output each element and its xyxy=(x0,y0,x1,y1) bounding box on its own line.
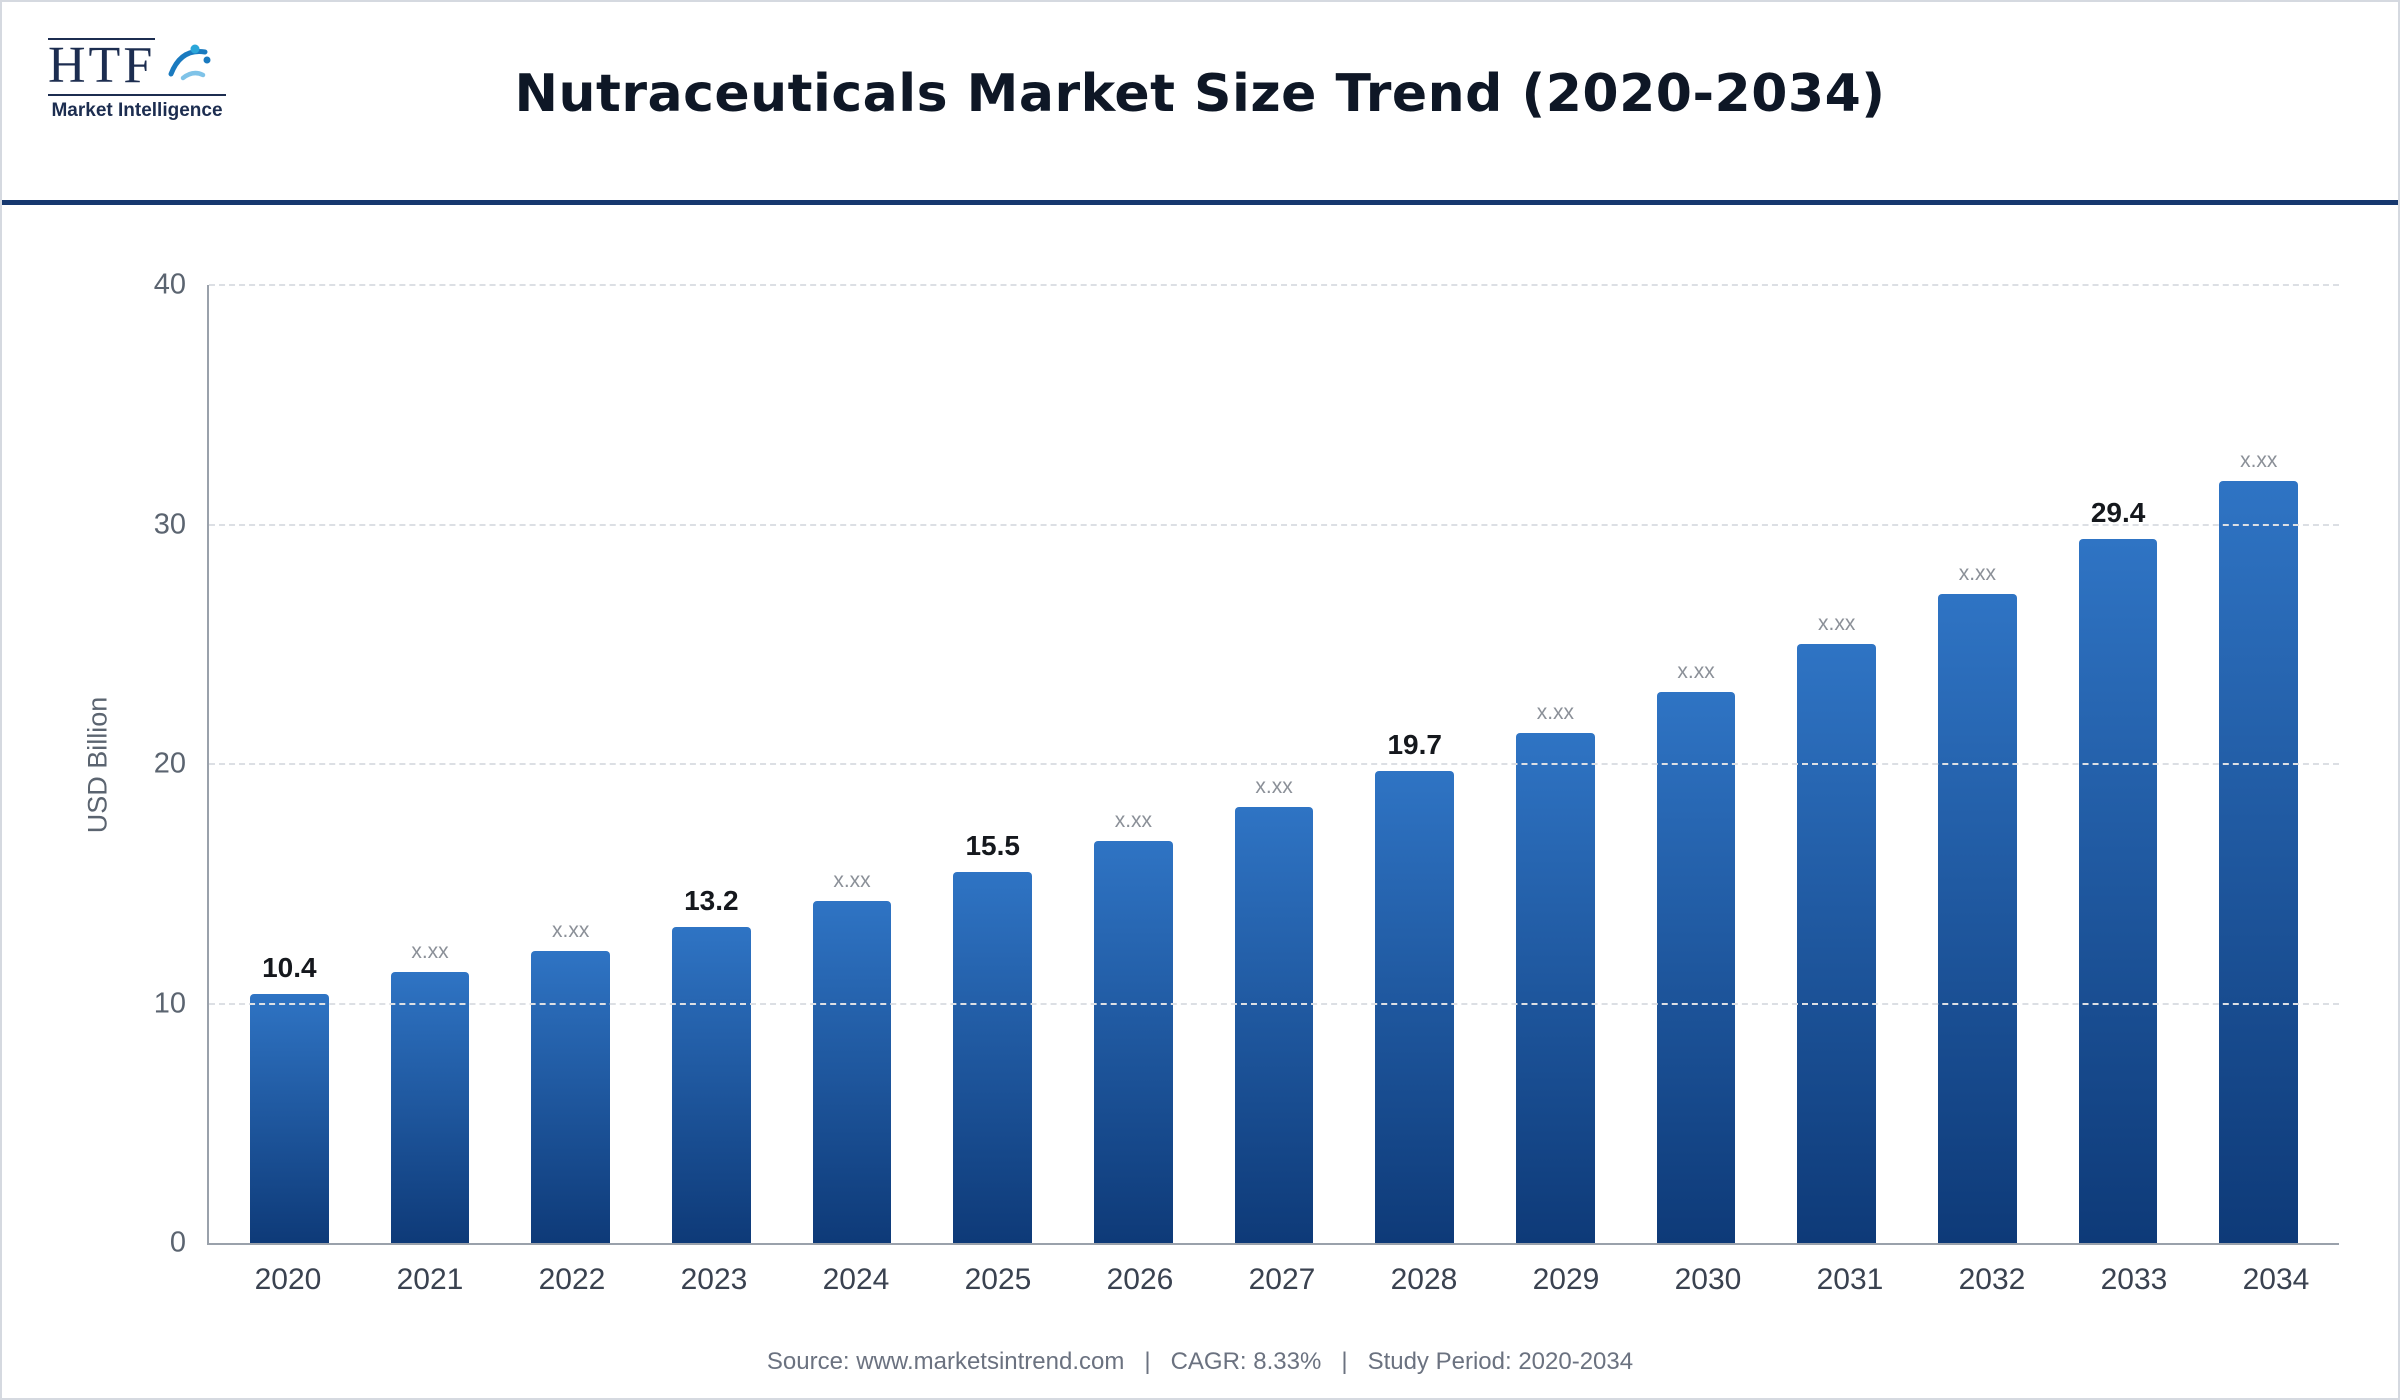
x-axis-label: 2032 xyxy=(1958,1263,2026,1296)
page-title: Nutraceuticals Market Size Trend (2020-2… xyxy=(514,64,1886,124)
x-axis-label: 2022 xyxy=(538,1263,606,1296)
bar-slot: 13.2 xyxy=(641,285,782,1243)
bar-chart: USD Billion 10.4 x.xx x.xx 13.2 x.xx 15.5 x.xx… xyxy=(2,205,2398,1398)
bar-slot: x.xx xyxy=(1485,285,1626,1243)
bar-value-masked: x.xx xyxy=(1536,700,1575,724)
bar-value: 10.4 xyxy=(262,951,317,983)
y-axis-tick-label: 20 xyxy=(153,747,186,780)
bar-2031 xyxy=(1797,644,1877,1243)
bar-2029 xyxy=(1516,732,1595,1243)
htf-logo: HTF Market Intelligence xyxy=(48,38,308,122)
bar-value-masked: x.xx xyxy=(2240,449,2278,473)
bar-value-masked: x.xx xyxy=(1958,561,1997,585)
bar-slot: 10.4 xyxy=(219,285,360,1243)
x-axis-label: 2030 xyxy=(1674,1263,1742,1296)
plot-area: 10.4 x.xx x.xx 13.2 x.xx 15.5 x.xx x.xx 19.7 x.xx… xyxy=(154,269,2339,1259)
footer: Source: www.marketsintrend.com | CAGR: 8… xyxy=(2,1348,2398,1376)
bar-2030 xyxy=(1656,692,1736,1243)
bar-2026 xyxy=(1093,840,1173,1243)
htf-logo-icon xyxy=(168,44,211,81)
bar-2020 xyxy=(249,993,329,1243)
gridline xyxy=(209,1002,2339,1005)
bar-slot: x.xx xyxy=(360,285,501,1243)
footer-source: Source: www.marketsintrend.com xyxy=(766,1348,1125,1375)
bar-2024 xyxy=(812,900,892,1243)
bar-slot: 19.7 xyxy=(1344,285,1485,1243)
y-axis-tick-label: 0 xyxy=(169,1226,186,1259)
logo-brand-text: HTF xyxy=(48,37,156,94)
bar-2034 xyxy=(2219,481,2299,1243)
x-axis-label: 2034 xyxy=(2242,1263,2310,1296)
bar-value: 19.7 xyxy=(1387,729,1442,761)
bar-2033 xyxy=(2078,538,2158,1243)
bar-slot: 29.4 xyxy=(2048,285,2189,1243)
x-axis-label: 2025 xyxy=(964,1263,1032,1296)
bar-slot: x.xx xyxy=(1204,285,1345,1243)
bar-2023 xyxy=(671,926,751,1243)
y-axis-tick-label: 10 xyxy=(153,987,186,1019)
x-axis-label: 2031 xyxy=(1816,1263,1884,1296)
logo-subtitle: Market Intelligence xyxy=(48,94,226,122)
footer-period: Study Period: 2020-2034 xyxy=(1367,1348,1634,1375)
footer-cagr: CAGR: 8.33% xyxy=(1170,1348,1322,1375)
bar-2022 xyxy=(531,950,611,1243)
bar-value-masked: x.xx xyxy=(1818,612,1856,636)
bar-value: 15.5 xyxy=(965,829,1020,861)
bar-slot: x.xx xyxy=(1907,285,2048,1243)
bar-slot: x.xx xyxy=(1766,285,1907,1243)
bar-value-masked: x.xx xyxy=(411,940,449,964)
bar-2021 xyxy=(390,972,470,1243)
bar-value-masked: x.xx xyxy=(1677,660,1715,684)
bar-value-masked: x.xx xyxy=(833,868,871,892)
bar-2028 xyxy=(1375,771,1455,1243)
header: HTF Market Intelligence Nutraceuticals M… xyxy=(2,2,2398,200)
bar-value-masked: x.xx xyxy=(1255,775,1293,799)
x-axis-label: 2021 xyxy=(396,1263,464,1296)
bar-value-masked: x.xx xyxy=(552,918,590,942)
bar-value: 13.2 xyxy=(684,884,739,916)
bar-slot: x.xx xyxy=(1626,285,1767,1243)
bars-container: 10.4 x.xx x.xx 13.2 x.xx 15.5 x.xx x.xx 19.7 x.xx… xyxy=(209,285,2339,1243)
x-axis-label: 2028 xyxy=(1390,1263,1458,1296)
y-axis-tick-label: 30 xyxy=(153,508,186,540)
x-axis-labels: 2020 2021 2022 2023 2024 2025 2026 2027 2028 2029… xyxy=(207,1263,2357,1297)
bar-slot: x.xx xyxy=(500,285,641,1243)
bar-slot: 15.5 xyxy=(922,285,1063,1243)
footer-separator: | xyxy=(1341,1348,1348,1375)
gridline xyxy=(209,523,2339,526)
bar-2027 xyxy=(1234,807,1314,1243)
bar-2032 xyxy=(1938,593,2017,1243)
bar-slot: x.xx xyxy=(1063,285,1204,1243)
x-axis-label: 2033 xyxy=(2100,1263,2168,1296)
gridline xyxy=(209,284,2339,286)
y-axis-tick-label: 40 xyxy=(153,268,186,301)
y-axis-title: USD Billion xyxy=(82,696,113,834)
x-axis-label: 2023 xyxy=(680,1263,748,1296)
bar-value: 29.4 xyxy=(2090,496,2146,528)
bar-value-masked: x.xx xyxy=(1114,808,1153,832)
x-axis-label: 2026 xyxy=(1106,1263,1174,1296)
gridline xyxy=(209,763,2339,765)
x-axis-label: 2027 xyxy=(1248,1263,1316,1296)
bar-slot: x.xx xyxy=(782,285,923,1243)
footer-separator: | xyxy=(1144,1348,1151,1375)
x-axis-label: 2029 xyxy=(1532,1263,1600,1296)
header-divider xyxy=(2,200,2398,205)
x-axis-label: 2020 xyxy=(254,1263,322,1296)
bar-slot: x.xx xyxy=(2188,285,2329,1243)
bar-2025 xyxy=(953,871,1033,1243)
x-axis-label: 2024 xyxy=(822,1263,890,1296)
